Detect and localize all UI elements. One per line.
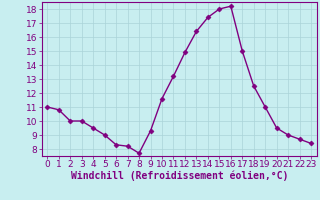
X-axis label: Windchill (Refroidissement éolien,°C): Windchill (Refroidissement éolien,°C) (70, 171, 288, 181)
